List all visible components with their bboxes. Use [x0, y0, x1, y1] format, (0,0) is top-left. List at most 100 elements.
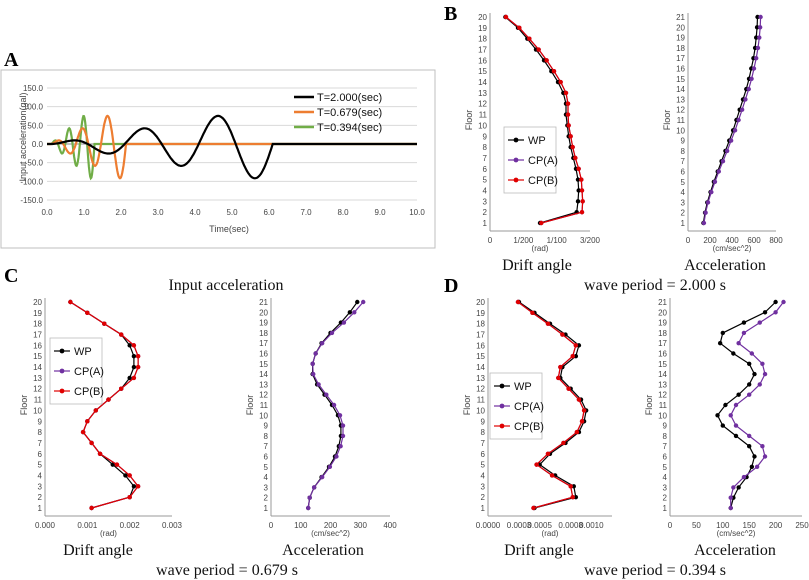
data-point	[574, 429, 580, 435]
floor-tick: 6	[38, 450, 43, 459]
a-xtick: 7.0	[300, 208, 312, 217]
floor-tick: 4	[264, 473, 269, 482]
floor-tick: 21	[658, 298, 667, 307]
legend-marker	[499, 403, 505, 409]
data-point	[106, 397, 111, 402]
legend-label: CP(A)	[528, 155, 558, 167]
floor-tick: 19	[33, 309, 42, 318]
floor-tick: 14	[658, 370, 667, 379]
data-point	[127, 343, 132, 348]
floor-axis-label: Floor	[245, 395, 255, 416]
data-point	[752, 371, 757, 377]
floor-tick: 17	[259, 339, 268, 348]
data-point	[762, 454, 768, 459]
x-tick: 0.0000	[476, 521, 501, 530]
data-point	[551, 69, 557, 74]
data-point	[720, 423, 725, 428]
floor-tick: 18	[658, 329, 667, 338]
data-point	[347, 310, 353, 315]
x-tick: 200	[769, 521, 783, 530]
x-tick: 250	[795, 521, 809, 530]
floor-tick: 4	[38, 471, 43, 480]
floor-tick: 5	[264, 463, 269, 472]
data-point	[743, 97, 748, 102]
floor-tick: 6	[663, 453, 668, 462]
data-point	[746, 86, 751, 92]
data-point	[334, 454, 339, 459]
data-point	[724, 148, 730, 154]
data-point	[311, 485, 317, 490]
data-point	[728, 138, 734, 143]
data-point	[580, 199, 585, 204]
floor-tick: 16	[658, 350, 667, 359]
data-point	[733, 423, 739, 428]
floor-tick: 14	[476, 363, 485, 372]
floor-axis-label: Floor	[462, 395, 472, 416]
floor-tick: 16	[676, 65, 685, 74]
floor-tick: 13	[33, 374, 42, 383]
data-point	[131, 375, 137, 381]
floor-tick: 18	[476, 320, 485, 329]
data-point	[110, 462, 115, 467]
data-point	[93, 408, 99, 413]
x-tick: 100	[294, 521, 308, 530]
floor-tick: 10	[658, 411, 667, 420]
floor-axis-label: Floor	[644, 395, 654, 416]
panel-a-chart: 150.0 100.0 50.0 0.0 -50.0 -100.0 -150.0 0.0 1.0…	[0, 69, 436, 249]
panel-d-caption: wave period = 0.394 s	[584, 562, 726, 579]
unit-label: (cm/sec^2)	[717, 529, 756, 538]
legend-marker	[59, 368, 65, 374]
data-point	[573, 354, 579, 359]
a-ytick: 150.0	[23, 84, 44, 93]
panel-letter-a: A	[4, 49, 19, 71]
floor-tick: 13	[478, 89, 487, 98]
data-point	[731, 351, 736, 356]
legend-label: CP(A)	[514, 401, 544, 413]
floor-tick: 5	[483, 176, 488, 185]
data-point	[576, 166, 581, 171]
a-xtick: 2.0	[115, 208, 127, 217]
data-point	[131, 484, 137, 489]
data-point	[741, 320, 747, 325]
legend-label: CP(B)	[74, 386, 104, 398]
unit-label: (rad)	[542, 529, 559, 538]
floor-tick: 8	[663, 432, 668, 441]
floor-tick: 2	[483, 208, 488, 217]
data-point	[762, 371, 768, 377]
a-xtick: 3.0	[152, 208, 164, 217]
data-point	[97, 451, 103, 456]
data-point	[712, 179, 718, 184]
floor-tick: 11	[260, 401, 269, 410]
data-point	[337, 413, 343, 418]
floor-tick: 9	[264, 422, 269, 431]
floor-tick: 21	[259, 298, 268, 307]
data-point	[558, 79, 563, 85]
x-tick: 200	[703, 236, 717, 245]
data-point	[566, 123, 571, 128]
floor-tick: 9	[663, 422, 668, 431]
panel-c-drift-title: Drift angle	[63, 542, 133, 559]
data-point	[530, 310, 535, 316]
floor-tick: 14	[33, 363, 42, 372]
floor-tick: 12	[658, 391, 667, 400]
floor-tick: 10	[33, 406, 42, 415]
series-line-cp(a)	[730, 301, 784, 508]
data-point	[89, 505, 94, 511]
a-series-line	[47, 114, 417, 180]
floor-tick: 16	[259, 350, 268, 359]
floor-tick: 13	[476, 374, 485, 383]
data-point	[355, 299, 360, 305]
data-point	[575, 177, 581, 182]
floor-tick: 18	[33, 320, 42, 329]
data-point	[773, 310, 778, 315]
floor-tick: 14	[259, 370, 268, 379]
floor-tick: 11	[659, 401, 668, 410]
data-point	[762, 310, 768, 315]
data-point	[556, 375, 561, 381]
unit-label: (rad)	[100, 529, 117, 538]
legend-label: WP	[514, 381, 532, 393]
